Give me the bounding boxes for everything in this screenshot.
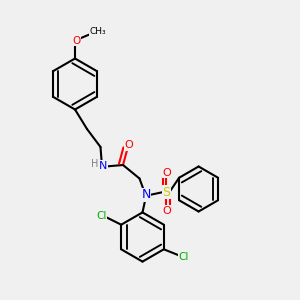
Text: H: H	[91, 159, 98, 169]
Text: CH₃: CH₃	[89, 27, 106, 36]
Text: N: N	[99, 160, 108, 171]
Text: Cl: Cl	[178, 252, 188, 262]
Text: Cl: Cl	[97, 211, 107, 221]
Text: O: O	[72, 35, 81, 46]
Text: O: O	[162, 167, 171, 178]
Text: O: O	[162, 206, 171, 216]
Text: N: N	[141, 188, 151, 202]
Text: O: O	[124, 140, 134, 151]
Text: S: S	[163, 185, 170, 199]
